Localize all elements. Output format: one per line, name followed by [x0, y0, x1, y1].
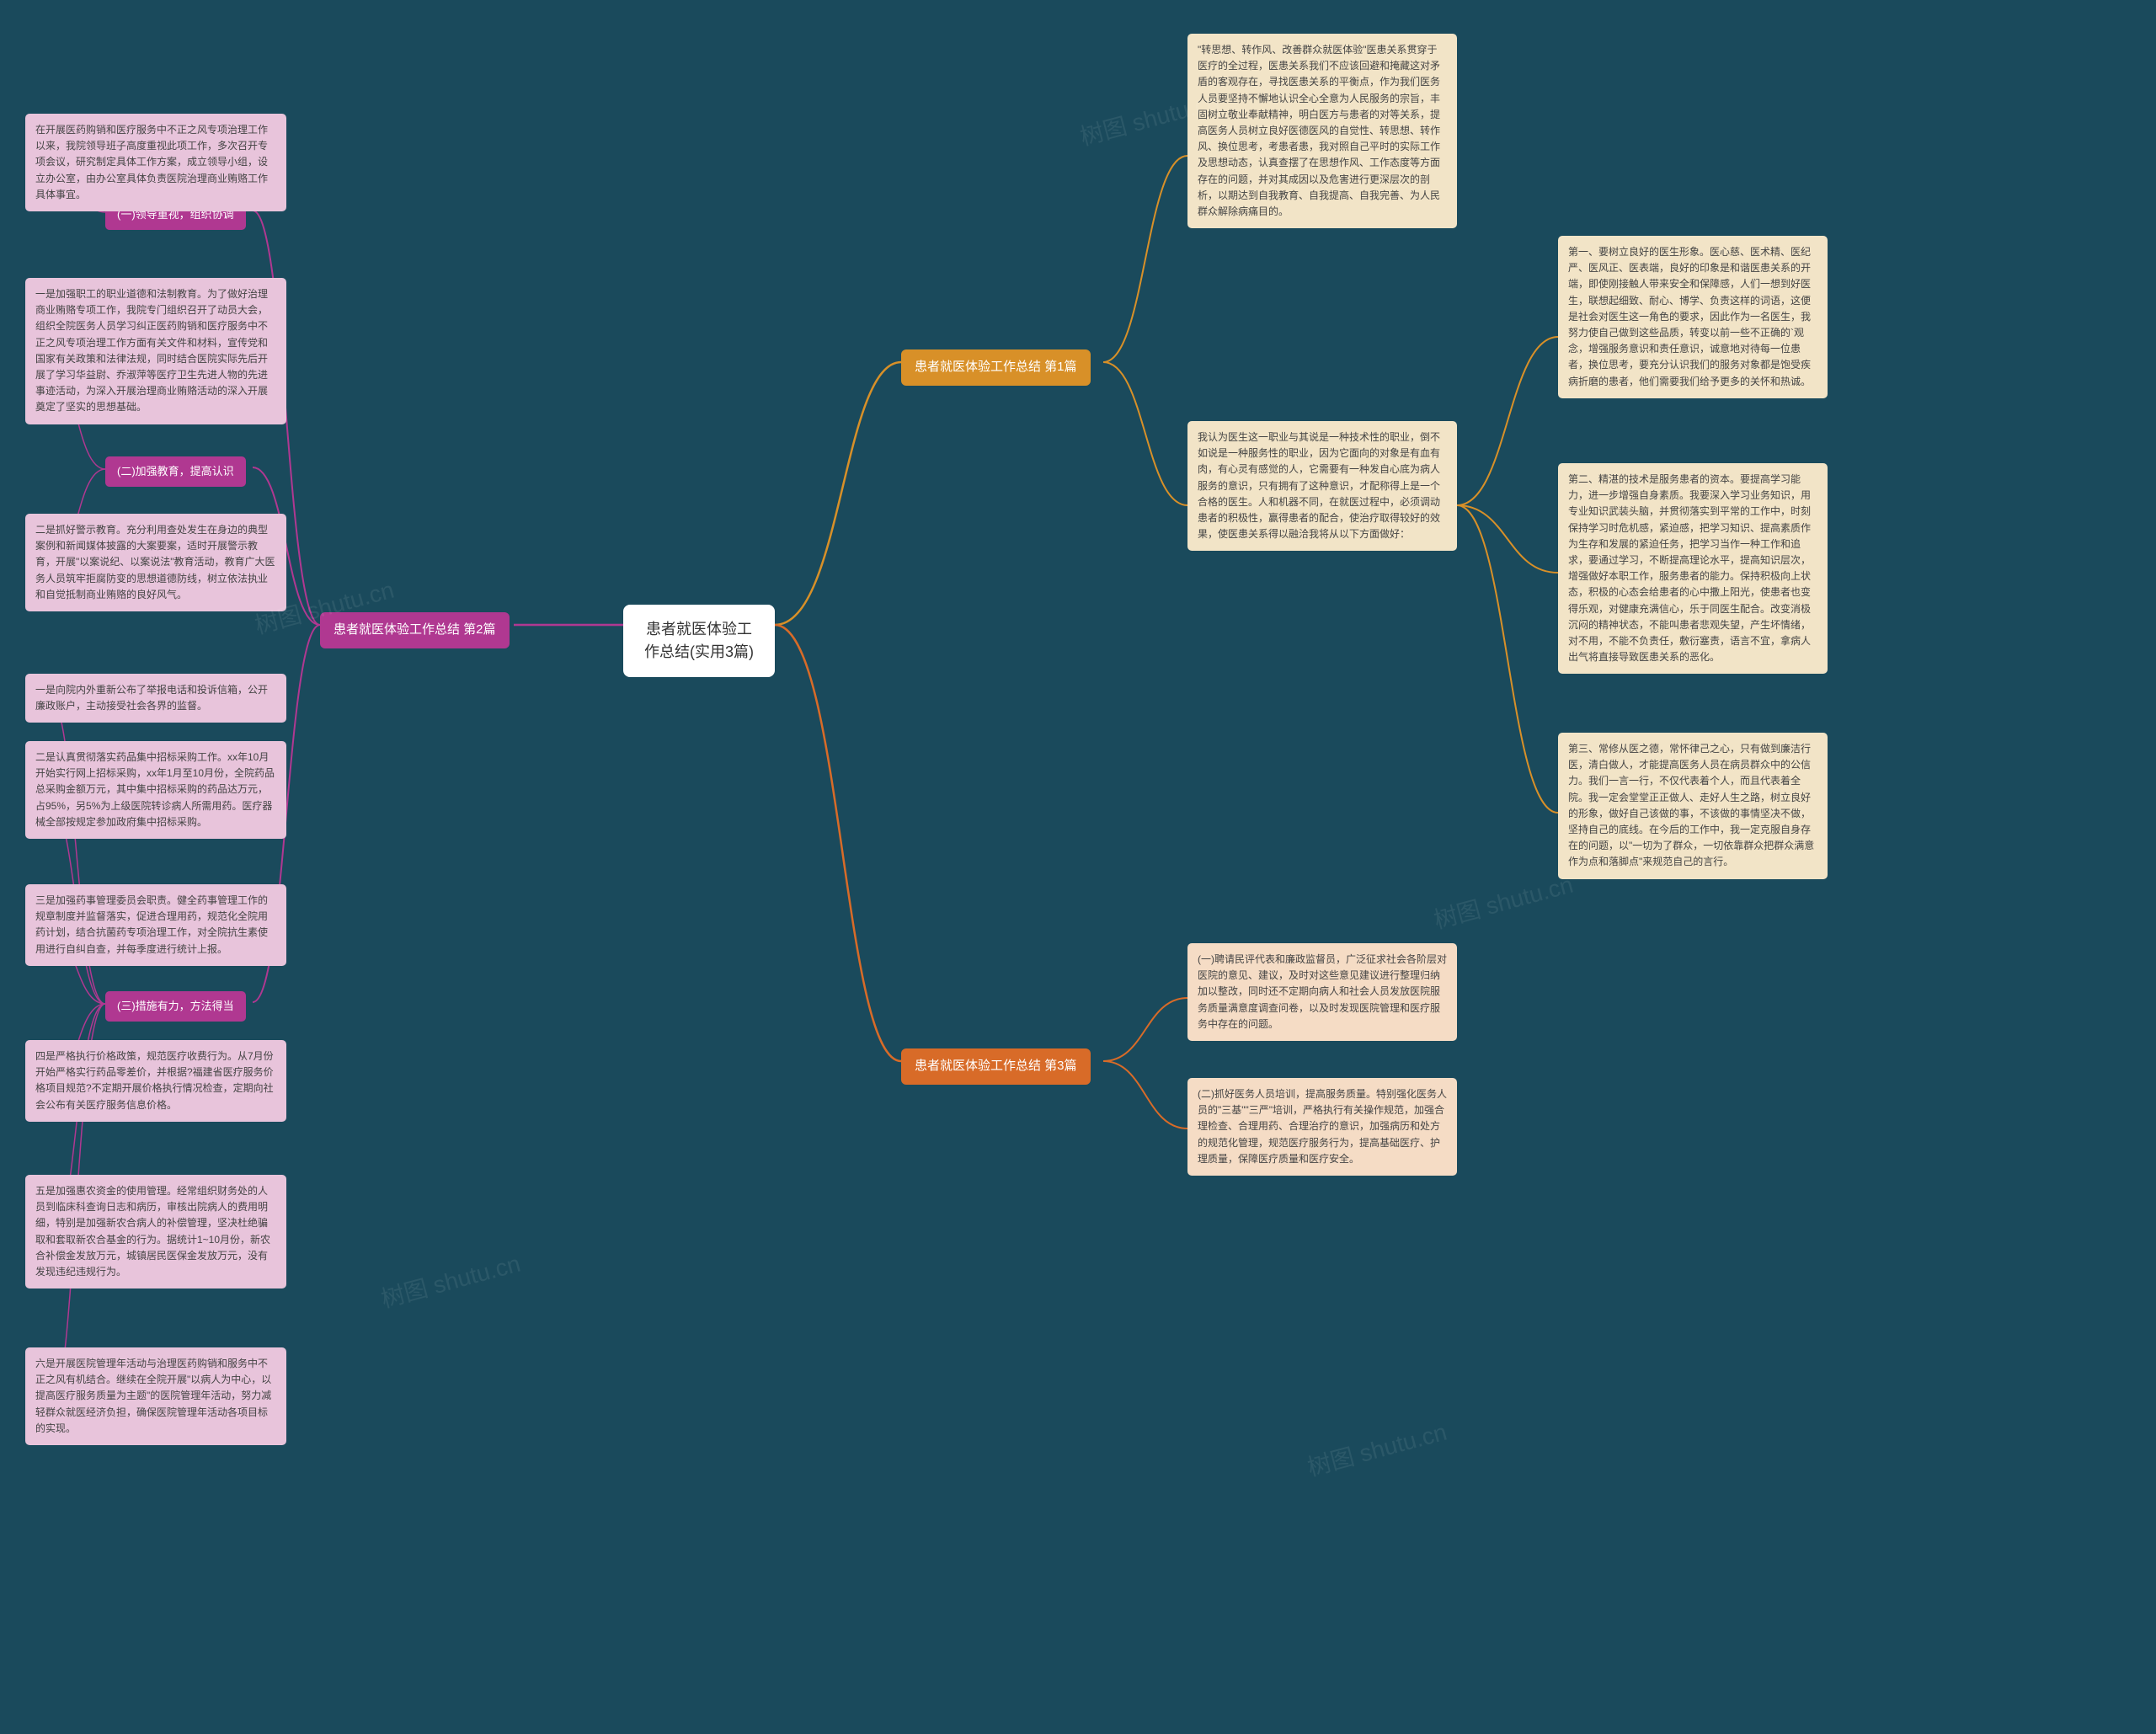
branch-2-sub-3-leaf-1: 一是向院内外重新公布了举报电话和投诉信箱，公开廉政账户，主动接受社会各界的监督。	[25, 674, 286, 723]
branch-2-sub-3-leaf-5: 五是加强惠农资金的使用管理。经常组织财务处的人员到临床科查询日志和病历，审核出院…	[25, 1175, 286, 1288]
branch-1-child-2-sub-2: 第二、精湛的技术是服务患者的资本。要提高学习能力，进一步增强自身素质。我要深入学…	[1558, 463, 1828, 674]
branch-2-sub-2-leaf-2: 二是抓好警示教育。充分利用查处发生在身边的典型案例和新闻媒体披露的大案要案，适时…	[25, 514, 286, 611]
branch-1: 患者就医体验工作总结 第1篇	[901, 349, 1091, 386]
connector-lines-left	[0, 0, 2156, 1734]
branch-2-sub-3-leaf-2: 二是认真贯彻落实药品集中招标采购工作。xx年10月开始实行网上招标采购，xx年1…	[25, 741, 286, 839]
branch-3-child-1: (一)聘请民评代表和廉政监督员，广泛征求社会各阶层对医院的意见、建议，及时对这些…	[1187, 943, 1457, 1041]
branch-1-child-2-sub-1: 第一、要树立良好的医生形象。医心慈、医术精、医纪严、医风正、医表端，良好的印象是…	[1558, 236, 1828, 398]
watermark: 树图 shutu.cn	[1430, 867, 1577, 936]
branch-2-sub-2: (二)加强教育，提高认识	[105, 456, 246, 487]
watermark: 树图 shutu.cn	[377, 1246, 524, 1315]
branch-1-child-1: "转思想、转作风、改善群众就医体验"医患关系贯穿于医疗的全过程，医患关系我们不应…	[1187, 34, 1457, 228]
branch-3: 患者就医体验工作总结 第3篇	[901, 1048, 1091, 1085]
connector-lines	[0, 0, 2156, 1734]
center-node: 患者就医体验工作总结(实用3篇)	[623, 605, 775, 677]
branch-3-child-2: (二)抓好医务人员培训，提高服务质量。特别强化医务人员的"三基""三严"培训，严…	[1187, 1078, 1457, 1176]
branch-2-sub-3-leaf-6: 六是开展医院管理年活动与治理医药购销和服务中不正之风有机结合。继续在全院开展"以…	[25, 1347, 286, 1445]
branch-1-child-2: 我认为医生这一职业与其说是一种技术性的职业，倒不如说是一种服务性的职业，因为它面…	[1187, 421, 1457, 551]
branch-2-sub-3-leaf-3: 三是加强药事管理委员会职责。健全药事管理工作的规章制度并监督落实，促进合理用药，…	[25, 884, 286, 966]
watermark: 树图 shutu.cn	[1304, 1414, 1450, 1484]
branch-1-child-2-sub-3: 第三、常修从医之德，常怀律己之心，只有做到廉洁行医，清白做人，才能提高医务人员在…	[1558, 733, 1828, 879]
branch-2-sub-2-leaf-1: 一是加强职工的职业道德和法制教育。为了做好治理商业贿赂专项工作，我院专门组织召开…	[25, 278, 286, 424]
branch-2-sub-3-leaf-4: 四是严格执行价格政策，规范医疗收费行为。从7月份开始严格实行药品零差价，并根据?…	[25, 1040, 286, 1122]
branch-2: 患者就医体验工作总结 第2篇	[320, 612, 510, 648]
branch-2-sub-3: (三)措施有力，方法得当	[105, 991, 246, 1022]
branch-2-sub-1-leaf-1: 在开展医药购销和医疗服务中不正之风专项治理工作以来，我院领导班子高度重视此项工作…	[25, 114, 286, 211]
